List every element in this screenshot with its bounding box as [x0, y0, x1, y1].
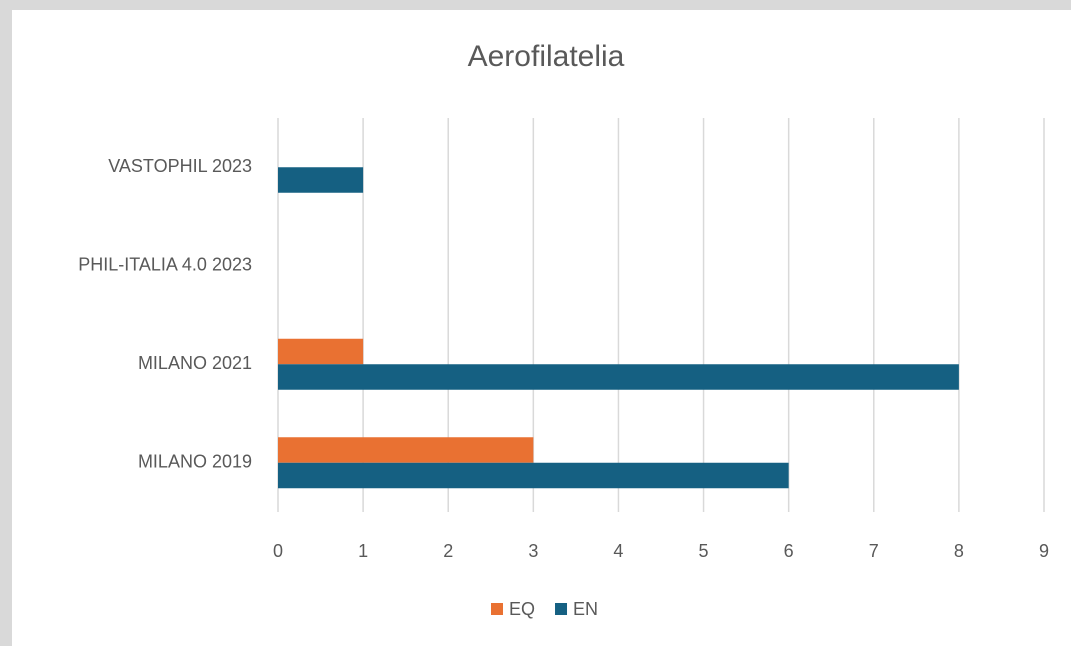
x-tick-label: 0 [273, 541, 283, 561]
x-tick-label: 5 [699, 541, 709, 561]
chart-title: Aerofilatelia [468, 40, 625, 73]
x-tick-label: 4 [613, 541, 623, 561]
bar [278, 364, 959, 390]
y-tick-label: MILANO 2021 [138, 353, 252, 373]
x-tick-label: 9 [1039, 541, 1049, 561]
x-tick-label: 7 [869, 541, 879, 561]
legend-swatch [555, 603, 568, 615]
chart-background [12, 10, 1071, 646]
bar [278, 437, 534, 463]
legend-swatch [491, 603, 503, 615]
y-tick-label: MILANO 2019 [138, 452, 252, 472]
x-tick-label: 6 [784, 541, 794, 561]
bar [278, 167, 364, 193]
x-tick-label: 8 [954, 541, 964, 561]
x-tick-label: 1 [358, 541, 368, 561]
legend-label: EN [573, 599, 598, 619]
bar [278, 338, 364, 365]
bar [278, 462, 789, 489]
x-tick-label: 2 [443, 541, 453, 561]
y-tick-label: PHIL-ITALIA 4.0 2023 [78, 255, 252, 275]
x-tick-label: 3 [528, 541, 538, 561]
y-tick-label: VASTOPHIL 2023 [108, 156, 252, 176]
legend-label: EQ [509, 599, 535, 619]
